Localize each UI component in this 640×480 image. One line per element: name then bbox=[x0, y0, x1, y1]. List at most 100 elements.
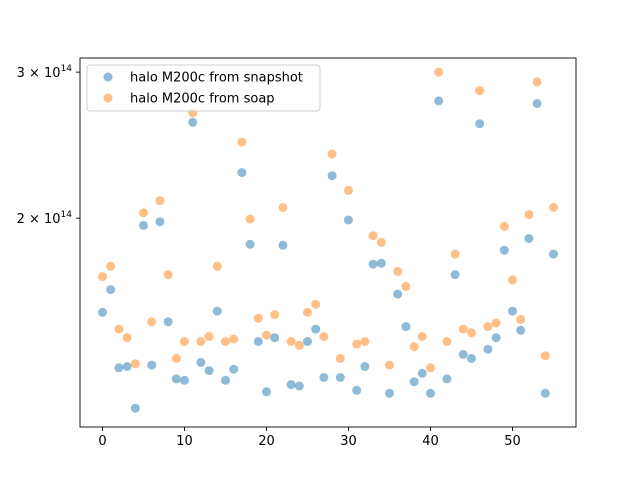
soap-point-28 bbox=[327, 149, 337, 159]
soap-point-16 bbox=[229, 334, 239, 344]
snapshot-point-17 bbox=[237, 168, 247, 178]
soap-point-47 bbox=[483, 322, 493, 332]
snapshot-point-33 bbox=[368, 259, 378, 269]
snapshot-point-54 bbox=[540, 388, 550, 398]
legend-marker-snapshot bbox=[103, 72, 113, 82]
legend-marker-soap bbox=[103, 93, 113, 103]
snapshot-point-47 bbox=[483, 344, 493, 354]
snapshot-point-31 bbox=[352, 385, 362, 395]
snapshot-point-8 bbox=[163, 317, 173, 327]
snapshot-point-36 bbox=[393, 289, 403, 299]
soap-point-21 bbox=[270, 310, 280, 320]
x-tick-label-10: 10 bbox=[176, 434, 193, 449]
snapshot-point-48 bbox=[491, 333, 501, 343]
snapshot-point-11 bbox=[188, 117, 198, 127]
x-tick-label-20: 20 bbox=[258, 434, 275, 449]
soap-point-5 bbox=[139, 208, 148, 218]
soap-point-29 bbox=[335, 353, 345, 363]
snapshot-point-4 bbox=[130, 403, 140, 413]
soap-point-30 bbox=[344, 185, 353, 195]
soap-point-49 bbox=[499, 221, 509, 231]
y-axis: 2 × 1014 3 × 1014 bbox=[17, 64, 80, 227]
snapshot-point-2 bbox=[114, 363, 124, 373]
snapshot-point-19 bbox=[253, 337, 263, 346]
snapshot-point-28 bbox=[327, 171, 337, 181]
soap-point-36 bbox=[393, 266, 403, 276]
legend: halo M200c from snapshot halo M200c from… bbox=[86, 64, 321, 112]
soap-point-0 bbox=[98, 272, 107, 282]
soap-point-4 bbox=[130, 359, 140, 369]
soap-point-33 bbox=[368, 231, 378, 241]
soap-point-17 bbox=[237, 137, 247, 147]
snapshot-point-39 bbox=[417, 368, 427, 378]
snapshot-point-52 bbox=[524, 234, 534, 243]
soap-point-45 bbox=[467, 328, 476, 338]
data-points bbox=[98, 67, 558, 413]
soap-point-13 bbox=[204, 332, 214, 341]
x-tick-label-30: 30 bbox=[340, 434, 357, 449]
soap-point-12 bbox=[196, 337, 206, 346]
snapshot-point-40 bbox=[426, 388, 435, 398]
snapshot-point-38 bbox=[409, 377, 419, 387]
soap-point-42 bbox=[442, 337, 452, 346]
soap-point-9 bbox=[171, 353, 181, 363]
snapshot-point-53 bbox=[532, 99, 542, 108]
snapshot-point-55 bbox=[549, 249, 558, 259]
soap-point-31 bbox=[352, 339, 362, 349]
soap-point-35 bbox=[385, 360, 394, 370]
snapshot-point-32 bbox=[360, 362, 370, 371]
snapshot-point-0 bbox=[98, 307, 107, 317]
snapshot-point-16 bbox=[229, 364, 239, 374]
soap-point-39 bbox=[417, 332, 427, 341]
snapshot-point-41 bbox=[434, 96, 444, 106]
soap-point-51 bbox=[516, 314, 526, 324]
snapshot-point-21 bbox=[270, 333, 280, 343]
x-tick-label-40: 40 bbox=[422, 434, 439, 449]
soap-point-22 bbox=[278, 203, 288, 212]
soap-point-26 bbox=[311, 299, 321, 309]
soap-point-38 bbox=[409, 342, 419, 352]
snapshot-point-45 bbox=[467, 353, 476, 363]
soap-point-41 bbox=[434, 67, 444, 77]
snapshot-point-37 bbox=[401, 322, 411, 332]
soap-point-37 bbox=[401, 281, 411, 291]
soap-point-40 bbox=[426, 363, 435, 373]
y-tick-label-0: 2 × 1014 bbox=[17, 210, 73, 227]
snapshot-point-6 bbox=[147, 360, 157, 370]
soap-point-54 bbox=[540, 351, 550, 361]
snapshot-point-23 bbox=[286, 380, 296, 390]
soap-point-15 bbox=[221, 337, 230, 346]
x-axis: 0 10 20 30 40 50 bbox=[98, 427, 521, 449]
soap-point-18 bbox=[245, 214, 255, 224]
soap-point-24 bbox=[294, 340, 304, 350]
soap-point-53 bbox=[532, 77, 542, 87]
plot-frame bbox=[79, 57, 577, 428]
soap-point-10 bbox=[180, 337, 189, 346]
soap-point-34 bbox=[376, 237, 386, 247]
soap-point-20 bbox=[262, 330, 271, 340]
snapshot-point-10 bbox=[180, 375, 189, 385]
x-tick-label-50: 50 bbox=[504, 434, 521, 449]
legend-label-soap: halo M200c from soap bbox=[130, 92, 275, 107]
snapshot-point-14 bbox=[212, 306, 222, 316]
snapshot-point-35 bbox=[385, 388, 394, 398]
snapshot-point-24 bbox=[294, 381, 304, 391]
snapshot-point-20 bbox=[262, 387, 271, 397]
soap-point-46 bbox=[475, 86, 485, 96]
snapshot-point-46 bbox=[475, 119, 485, 129]
snapshot-point-13 bbox=[204, 366, 214, 376]
soap-point-8 bbox=[163, 270, 173, 280]
snapshot-point-30 bbox=[344, 215, 353, 225]
snapshot-point-29 bbox=[335, 373, 345, 382]
soap-point-3 bbox=[122, 333, 132, 343]
legend-box bbox=[86, 64, 321, 112]
snapshot-point-22 bbox=[278, 240, 288, 250]
soap-point-2 bbox=[114, 324, 124, 334]
x-tick-label-0: 0 bbox=[98, 434, 106, 449]
snapshot-point-18 bbox=[245, 239, 255, 249]
snapshot-point-26 bbox=[311, 324, 321, 334]
snapshot-point-34 bbox=[376, 258, 386, 268]
soap-point-50 bbox=[508, 275, 517, 285]
soap-point-25 bbox=[303, 307, 312, 317]
